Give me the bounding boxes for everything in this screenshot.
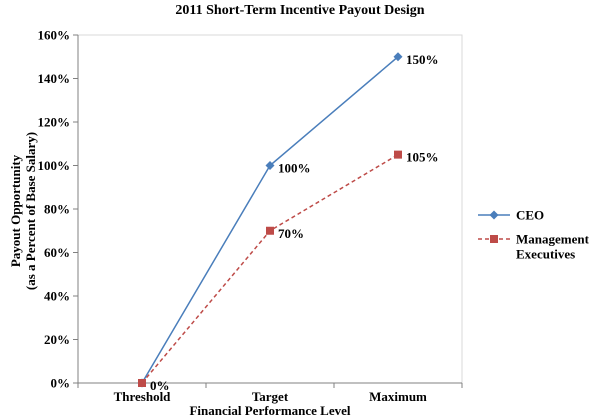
data-point-marker xyxy=(393,52,403,62)
data-label: 105% xyxy=(406,150,439,165)
y-tick-label: 80% xyxy=(44,202,70,217)
data-point-marker xyxy=(266,226,274,235)
series-ceo xyxy=(137,52,403,388)
series-line xyxy=(141,153,399,384)
y-tick-label: 0% xyxy=(51,376,71,391)
y-tick-label: 120% xyxy=(38,115,71,130)
x-tick-label: Threshold xyxy=(114,389,172,404)
legend-label: Executives xyxy=(516,247,575,262)
axes xyxy=(77,35,462,384)
data-point-marker xyxy=(265,161,275,170)
y-axis-title-line-2: (as a Percent of Base Salary) xyxy=(23,132,38,290)
legend-entry: CEO xyxy=(478,208,544,223)
legend-label: Management xyxy=(516,232,590,247)
series-layer xyxy=(137,52,403,388)
y-tick-label: 20% xyxy=(44,332,70,347)
x-tick-label: Target xyxy=(252,389,289,404)
y-tick-label: 60% xyxy=(44,245,70,260)
legend-marker xyxy=(490,235,498,243)
y-tick-label: 100% xyxy=(38,158,71,173)
x-tick-label: Maximum xyxy=(369,389,427,404)
plot-area-frame xyxy=(77,34,463,384)
y-tick-label: 40% xyxy=(44,289,70,304)
y-tick-label: 160% xyxy=(38,28,71,43)
x-axis-title: Financial Performance Level xyxy=(189,403,350,418)
data-label: 0% xyxy=(150,378,170,393)
y-axis-ticks: 0% 20% 40% 60% 80% 100% 120% 140% 160% xyxy=(38,28,78,391)
legend-marker xyxy=(489,210,499,220)
x-axis-ticks: Threshold Target Maximum xyxy=(77,383,463,404)
data-point-marker xyxy=(138,379,146,387)
series-line xyxy=(141,56,399,384)
data-labels: 100% 150% 0% 70% 105% xyxy=(150,52,439,393)
y-tick-label: 140% xyxy=(38,71,71,86)
data-point-marker xyxy=(394,150,402,159)
data-label: 70% xyxy=(278,226,304,241)
chart-title: 2011 Short-Term Incentive Payout Design xyxy=(175,3,424,18)
series-management-executives xyxy=(138,150,402,387)
y-axis-title: Payout Opportunity (as a Percent of Base… xyxy=(8,132,38,290)
data-label: 150% xyxy=(406,52,439,67)
data-label: 100% xyxy=(278,161,311,176)
legend-label: CEO xyxy=(516,208,544,223)
y-axis-title-line-1: Payout Opportunity xyxy=(8,154,23,267)
